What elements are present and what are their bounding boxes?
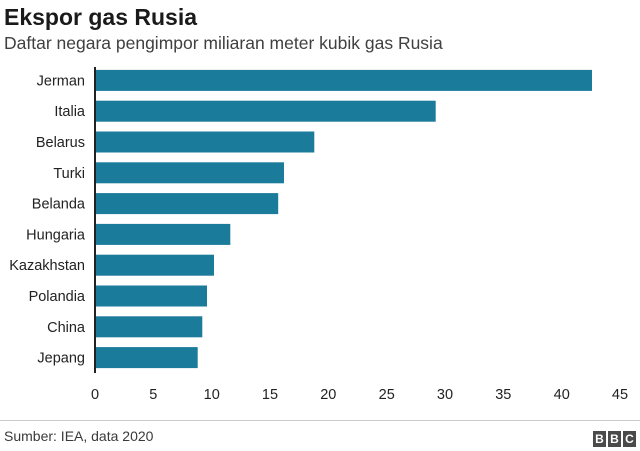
chart-title: Ekspor gas Rusia xyxy=(4,4,198,30)
category-label: Kazakhstan xyxy=(9,258,85,274)
category-label: Polandia xyxy=(29,289,86,305)
bbc-logo: B B C xyxy=(593,431,636,447)
bbc-logo-letter: B xyxy=(593,431,606,447)
category-label: Italia xyxy=(54,104,86,120)
bbc-logo-letter: B xyxy=(608,431,621,447)
bar xyxy=(95,347,198,369)
x-tick-label: 15 xyxy=(262,387,278,403)
bbc-logo-letter: C xyxy=(623,431,636,447)
category-label: Jerman xyxy=(37,73,85,89)
bar xyxy=(95,254,214,276)
bar xyxy=(95,69,592,91)
x-tick-label: 35 xyxy=(495,387,511,403)
category-label: Belanda xyxy=(32,197,86,213)
footer-divider xyxy=(0,420,640,421)
x-tick-label: 40 xyxy=(554,387,570,403)
category-label: China xyxy=(47,320,86,336)
category-label: Belarus xyxy=(36,135,85,151)
x-tick-label: 5 xyxy=(149,387,157,403)
bar xyxy=(95,193,279,215)
x-tick-label: 20 xyxy=(320,387,336,403)
chart-subtitle: Daftar negara pengimpor miliaran meter k… xyxy=(4,33,443,53)
category-label: Turki xyxy=(53,166,85,182)
bar xyxy=(95,316,203,338)
x-tick-label: 10 xyxy=(204,387,220,403)
source-note: Sumber: IEA, data 2020 xyxy=(4,428,154,444)
category-label: Jepang xyxy=(37,351,85,367)
bar xyxy=(95,100,436,122)
x-tick-label: 25 xyxy=(379,387,395,403)
x-tick-label: 0 xyxy=(91,387,99,403)
category-label: Hungaria xyxy=(26,227,86,243)
x-tick-label: 45 xyxy=(612,387,628,403)
bar xyxy=(95,162,284,184)
bar xyxy=(95,131,315,153)
bar xyxy=(95,223,231,245)
bar xyxy=(95,285,207,307)
x-tick-label: 30 xyxy=(437,387,453,403)
